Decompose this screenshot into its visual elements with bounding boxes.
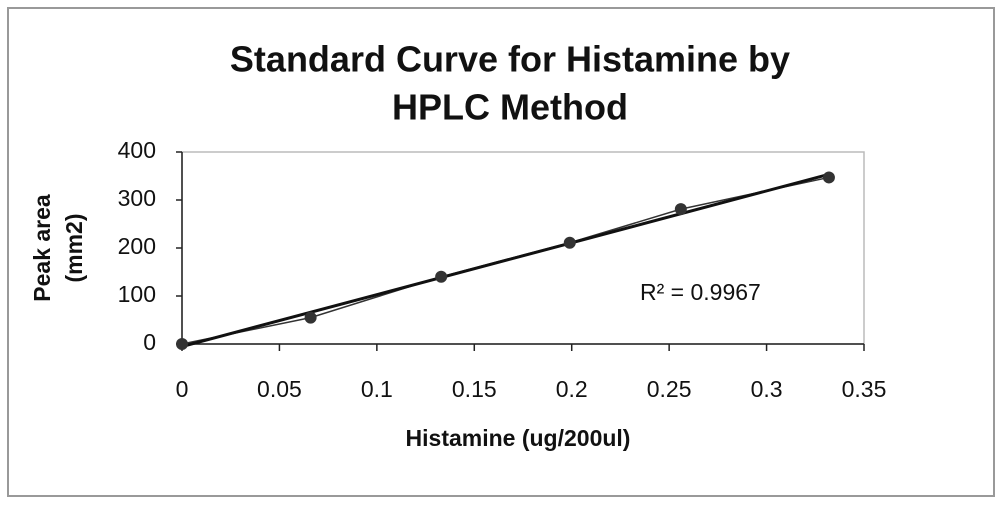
chart-title: Standard Curve for Histamine by	[230, 39, 790, 80]
x-tick-label: 0.1	[361, 376, 393, 402]
y-tick-label: 400	[118, 137, 156, 163]
plot-area	[181, 151, 865, 345]
data-point	[674, 203, 687, 216]
x-tick-label: 0.05	[257, 376, 302, 402]
annotation: R² = 0.9967	[640, 279, 761, 305]
x-tick-label: 0.15	[452, 376, 497, 402]
y-axis-label: Peak area	[29, 194, 55, 302]
x-tick-label: 0.2	[556, 376, 588, 402]
x-tick-label: 0	[176, 376, 189, 402]
data-point	[563, 236, 576, 249]
data-point	[176, 338, 188, 350]
x-axis-label: Histamine (ug/200ul)	[406, 425, 631, 451]
x-tick-label: 0.35	[842, 376, 887, 402]
data-point	[304, 311, 317, 324]
data-point	[435, 270, 448, 283]
trendline	[181, 172, 830, 348]
y-tick-label: 100	[118, 281, 156, 307]
y-tick-label: 200	[118, 233, 156, 259]
y-axis-label: (mm2)	[61, 213, 87, 282]
data-point	[822, 171, 835, 184]
chart-border	[7, 7, 995, 497]
y-tick-label: 300	[118, 185, 156, 211]
x-tick-label: 0.25	[647, 376, 692, 402]
x-tick-label: 0.3	[751, 376, 783, 402]
chart-title: HPLC Method	[392, 87, 628, 128]
y-tick-label: 0	[143, 329, 156, 355]
